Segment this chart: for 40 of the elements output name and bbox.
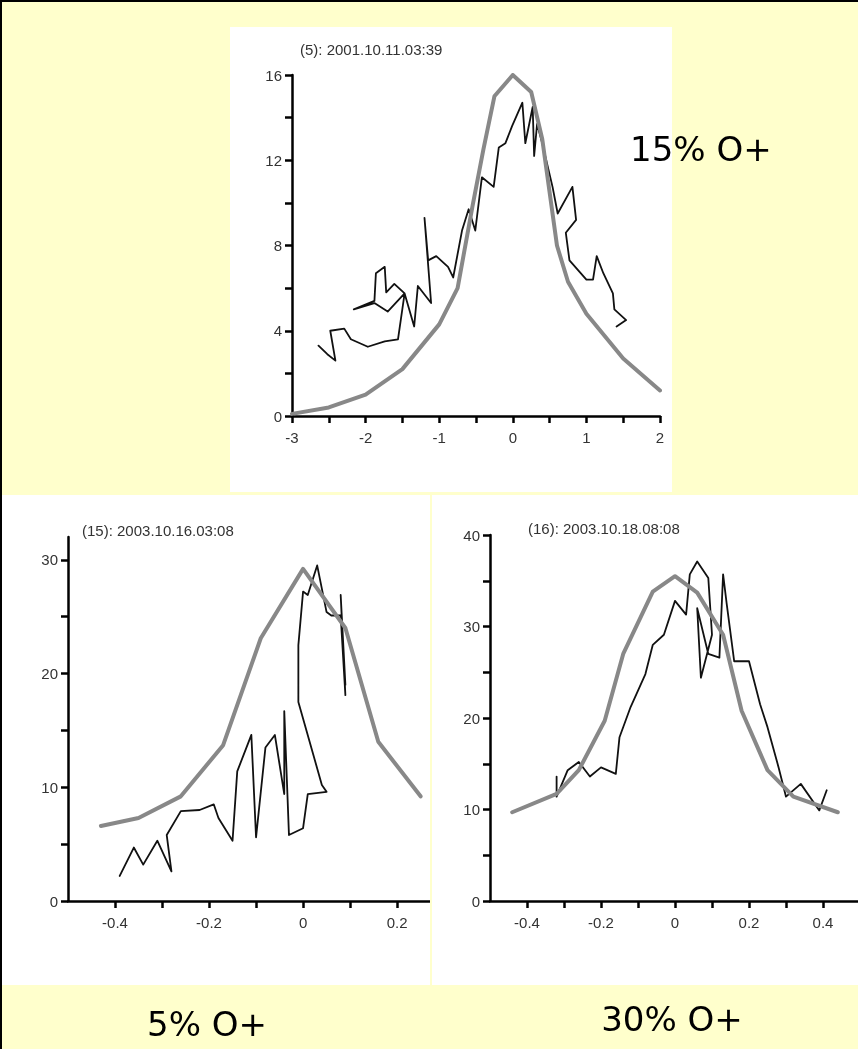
y-tick-label: 4 [273,322,282,340]
x-tick-label: 0 [670,914,680,931]
chart-title: (15): 2003.10.16.03:08 [82,522,234,539]
x-tick-label: 0 [508,429,517,446]
x-tick-label: -0.4 [514,914,540,931]
chart-title: (5): 2001.10.11.03:39 [300,41,443,58]
x-tick-label: 0 [298,914,308,931]
x-tick-label: -0.2 [588,914,614,931]
x-tick-label: 0.2 [386,914,408,931]
y-tick-label: 16 [265,66,282,84]
y-tick-label: 12 [265,151,282,169]
x-tick-label: -1 [432,429,446,446]
y-tick-label: 20 [41,665,58,682]
line-series [118,564,347,877]
y-tick-label: 8 [273,237,282,254]
line-series [317,101,628,362]
text: 5% O+ [147,1004,267,1044]
x-tick-label: -0.4 [102,914,128,931]
x-tick-label: 2 [655,429,665,446]
text: 30% O+ [601,999,743,1039]
x-tick-label: 1 [582,429,591,446]
y-tick-label: 20 [463,709,480,727]
y-tick-label: 0 [471,892,480,910]
annotation: 15% O+ [630,129,772,169]
chart-title: (16): 2003.10.18.08:08 [528,520,680,537]
y-tick-label: 10 [463,801,480,818]
y-tick-label: 30 [463,618,480,635]
x-tick-label: -0.2 [196,914,222,931]
x-tick-label: -3 [285,429,299,446]
x-tick-label: 0.2 [738,914,760,931]
y-tick-label: 40 [463,526,480,544]
line-series [555,560,828,812]
x-tick-label: -2 [358,429,373,446]
y-tick-label: 0 [273,407,282,425]
y-tick-label: 10 [41,778,58,796]
y-tick-label: 30 [41,551,58,569]
y-tick-label: 0 [49,892,58,910]
line-series [510,574,840,815]
line-series [98,566,423,828]
x-tick-label: 0.4 [812,914,834,931]
